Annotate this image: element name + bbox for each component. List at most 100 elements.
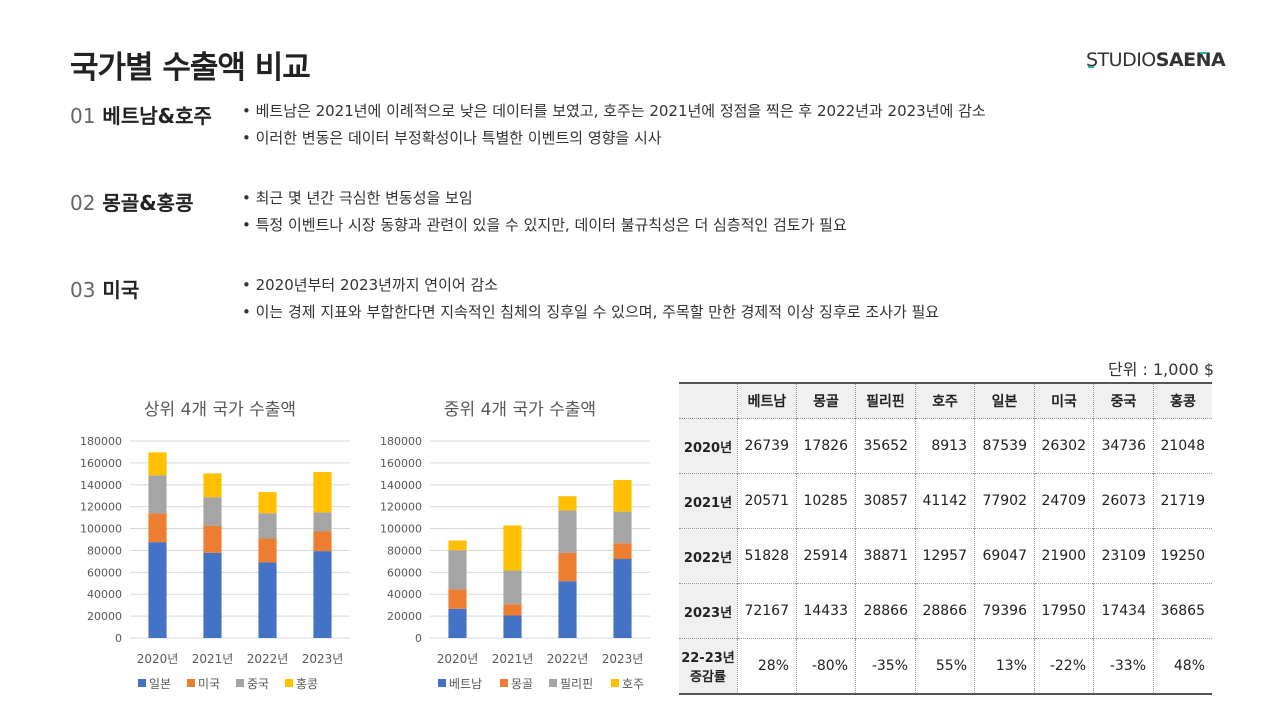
table-cell: 26302 bbox=[1034, 418, 1094, 474]
table-cell: 34736 bbox=[1093, 418, 1154, 474]
table-cell: 48% bbox=[1153, 638, 1212, 695]
section-2-label: 02 몽골&홍콩 bbox=[70, 187, 193, 216]
legend-swatch bbox=[236, 679, 244, 687]
table-row: 2021년 20571 10285 30857 41142 77902 2470… bbox=[679, 473, 1212, 529]
bar-segment bbox=[558, 496, 577, 511]
table-row: 2023년 72167 14433 28866 28866 79396 1795… bbox=[679, 583, 1212, 639]
table-corner-cell bbox=[679, 382, 738, 419]
table-row-header: 2021년 bbox=[679, 473, 738, 529]
table-row: 2022년 51828 25914 38871 12957 69047 2190… bbox=[679, 528, 1212, 584]
section-3-label: 03 미국 bbox=[70, 274, 139, 303]
table-col-header: 호주 bbox=[915, 382, 975, 419]
legend-label: 몽골 bbox=[511, 677, 533, 691]
studio-saena-logo: STUDIOSAENA bbox=[1086, 49, 1226, 71]
legend-label: 필리핀 bbox=[560, 677, 593, 691]
bar-segment bbox=[558, 581, 577, 638]
y-tick-label: 0 bbox=[115, 632, 122, 645]
table-cell: 25914 bbox=[796, 528, 856, 584]
y-tick-label: 60000 bbox=[87, 566, 122, 579]
y-tick-label: 120000 bbox=[380, 501, 422, 514]
table-cell: 77902 bbox=[974, 473, 1035, 529]
table-cell: 55% bbox=[915, 638, 975, 695]
bar-segment bbox=[203, 473, 222, 498]
bar-segment bbox=[258, 538, 277, 563]
bar-segment bbox=[148, 542, 167, 638]
section-1-bullet-1: • 베트남은 2021년에 이례적으로 낮은 데이터를 보였고, 호주는 202… bbox=[242, 102, 986, 120]
section-2-bullet-1: • 최근 몇 년간 극심한 변동성을 보임 bbox=[242, 189, 473, 207]
table-cell: 17950 bbox=[1034, 583, 1094, 639]
legend-swatch bbox=[549, 679, 557, 687]
table-cell: 69047 bbox=[974, 528, 1035, 584]
bar-segment bbox=[613, 543, 632, 560]
bar-segment bbox=[503, 525, 522, 571]
bar-segment bbox=[313, 551, 332, 638]
table-cell: 12957 bbox=[915, 528, 975, 584]
bar-segment bbox=[203, 552, 222, 638]
x-tick-label: 2022년 bbox=[547, 652, 589, 666]
table-cell: 87539 bbox=[974, 418, 1035, 474]
table-cell: -33% bbox=[1093, 638, 1154, 695]
bar-segment bbox=[313, 531, 332, 552]
table-cell: 24709 bbox=[1034, 473, 1094, 529]
section-2-number: 02 bbox=[70, 191, 96, 215]
y-tick-label: 100000 bbox=[380, 523, 422, 536]
table-row-header: 2023년 bbox=[679, 583, 738, 639]
bar-segment bbox=[503, 570, 522, 605]
section-1-bullet-2: • 이러한 변동은 데이터 부정확성이나 특별한 이벤트의 영향을 시사 bbox=[242, 129, 662, 147]
logo-text-light: STUDIO bbox=[1086, 49, 1156, 71]
bar-segment bbox=[258, 492, 277, 514]
table-cell: 30857 bbox=[855, 473, 916, 529]
table-col-header: 중국 bbox=[1093, 382, 1154, 419]
section-1-number: 01 bbox=[70, 104, 96, 128]
y-tick-label: 80000 bbox=[387, 544, 422, 557]
table-cell: 38871 bbox=[855, 528, 916, 584]
table-cell: 28% bbox=[737, 638, 797, 695]
legend-swatch bbox=[611, 679, 619, 687]
table-cell: 19250 bbox=[1153, 528, 1212, 584]
change-rate-label-line1: 22-23년 bbox=[681, 650, 735, 666]
table-cell: 51828 bbox=[737, 528, 797, 584]
table-row: 2020년 26739 17826 35652 8913 87539 26302… bbox=[679, 418, 1212, 474]
table-col-header: 몽골 bbox=[796, 382, 856, 419]
bar-segment bbox=[258, 513, 277, 539]
y-tick-label: 20000 bbox=[387, 610, 422, 623]
bar-segment bbox=[448, 608, 467, 638]
table-cell: 21900 bbox=[1034, 528, 1094, 584]
y-tick-label: 120000 bbox=[80, 501, 122, 514]
legend-swatch bbox=[438, 679, 446, 687]
table-cell: 28866 bbox=[915, 583, 975, 639]
y-tick-label: 0 bbox=[415, 632, 422, 645]
legend-swatch bbox=[187, 679, 195, 687]
bar-segment bbox=[503, 615, 522, 638]
section-3-bullet-2: • 이는 경제 지표와 부합한다면 지속적인 침체의 징후일 수 있으며, 주목… bbox=[242, 303, 940, 321]
bar-segment bbox=[148, 475, 167, 514]
bar-segment bbox=[503, 604, 522, 616]
logo-text-bold: SAENA bbox=[1155, 49, 1226, 71]
bar-segment bbox=[558, 552, 577, 582]
bar-segment bbox=[258, 562, 277, 638]
table-row-header: 22-23년 증감률 bbox=[679, 638, 738, 695]
table-cell: 17826 bbox=[796, 418, 856, 474]
bar-segment bbox=[148, 513, 167, 543]
table-header-row: 베트남 몽골 필리핀 호주 일본 미국 중국 홍콩 bbox=[679, 382, 1212, 419]
y-tick-label: 160000 bbox=[80, 457, 122, 470]
table-col-header: 일본 bbox=[974, 382, 1035, 419]
bar-segment bbox=[203, 497, 222, 526]
table-cell: 21719 bbox=[1153, 473, 1212, 529]
legend-label: 미국 bbox=[198, 677, 220, 691]
x-tick-label: 2023년 bbox=[302, 652, 344, 666]
table-row-change-rate: 22-23년 증감률 28% -80% -35% 55% 13% -22% -33… bbox=[679, 638, 1212, 695]
y-tick-label: 40000 bbox=[87, 588, 122, 601]
page-title: 국가별 수출액 비교 bbox=[70, 50, 311, 86]
section-2-title: 몽골&홍콩 bbox=[102, 191, 194, 215]
bar-segment bbox=[613, 559, 632, 638]
table-cell: 21048 bbox=[1153, 418, 1212, 474]
y-tick-label: 40000 bbox=[387, 588, 422, 601]
y-tick-label: 180000 bbox=[380, 435, 422, 448]
x-tick-label: 2021년 bbox=[492, 652, 534, 666]
x-tick-label: 2023년 bbox=[602, 652, 644, 666]
x-tick-label: 2020년 bbox=[437, 652, 479, 666]
y-tick-label: 80000 bbox=[87, 544, 122, 557]
bar-segment bbox=[448, 589, 467, 609]
bar-segment bbox=[148, 452, 167, 476]
